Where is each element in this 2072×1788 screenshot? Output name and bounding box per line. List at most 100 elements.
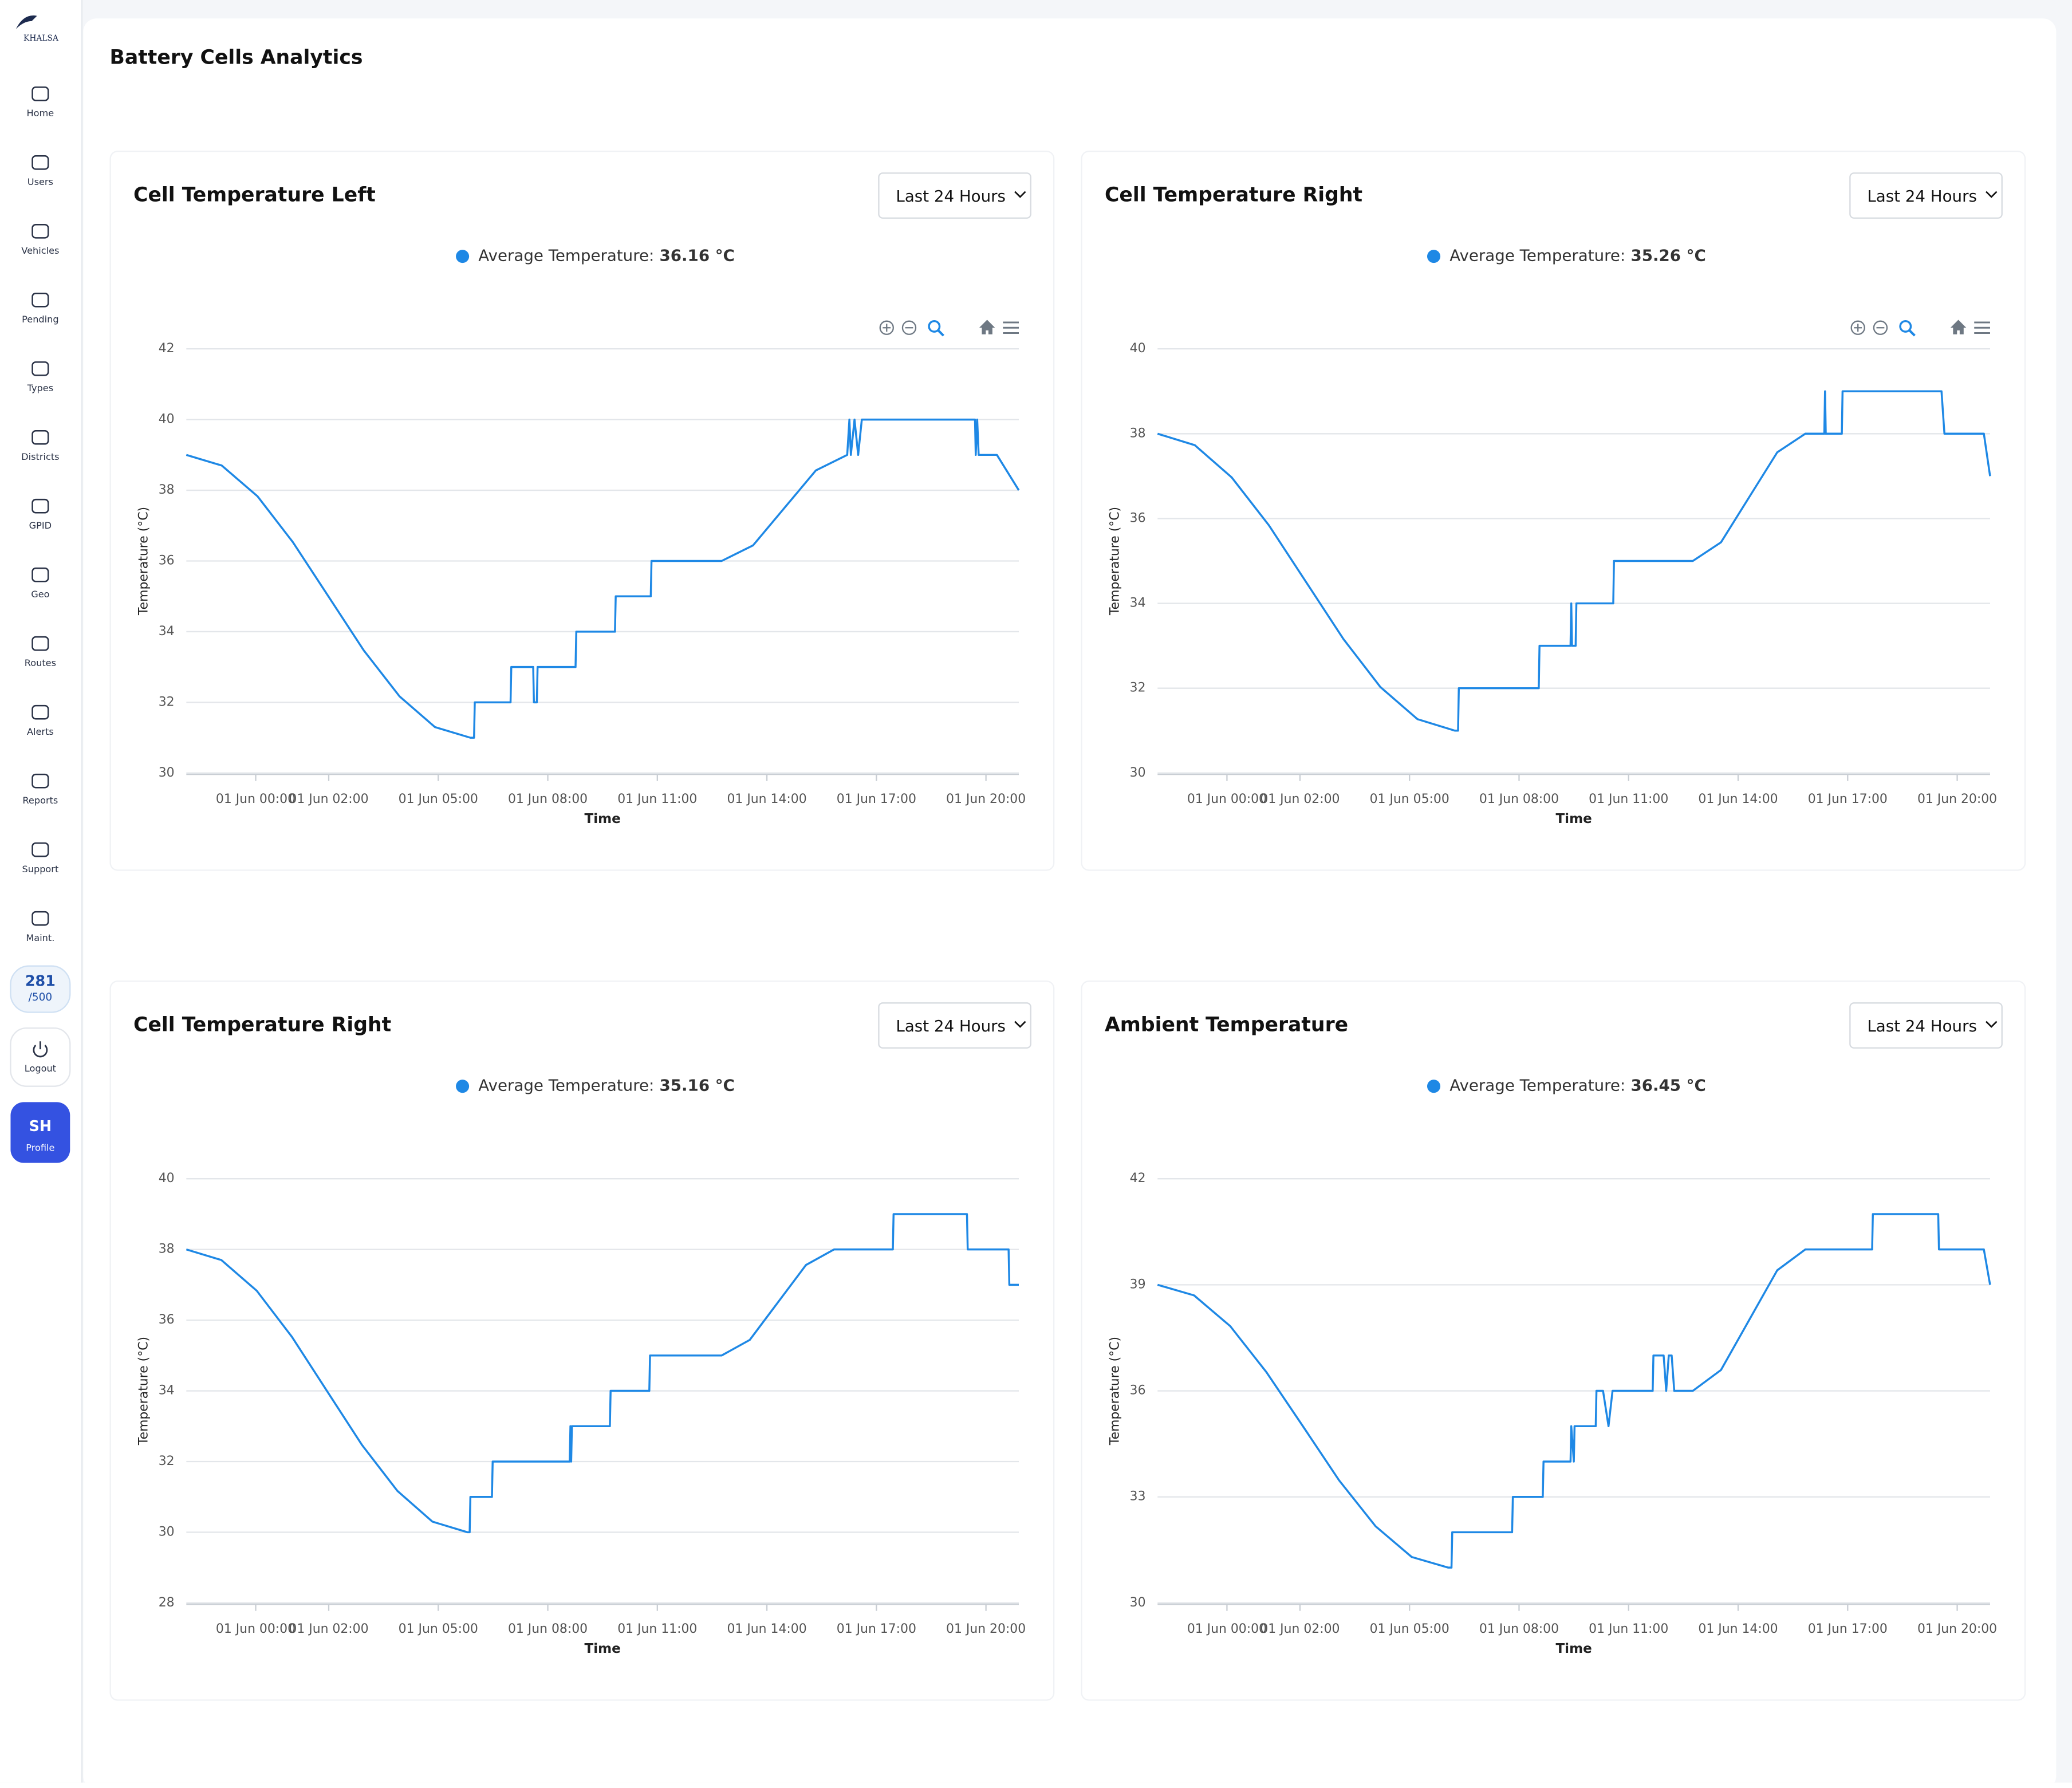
y-axis-title: Temperature (°C) <box>1108 1337 1122 1446</box>
chart-toolbar[interactable] <box>1850 320 1990 337</box>
chart-title: Cell Temperature Right <box>1105 183 1362 206</box>
x-tick-label: 01 Jun 08:00 <box>508 792 588 806</box>
y-axis-title: Temperature (°C) <box>137 507 151 616</box>
zoom-select-handle <box>937 329 944 337</box>
x-tick-label: 01 Jun 20:00 <box>946 792 1026 806</box>
nav-icon <box>31 292 49 308</box>
nav-item[interactable]: Routes <box>25 636 56 668</box>
y-axis-title: Temperature (°C) <box>137 1337 151 1446</box>
y-axis-title: Temperature (°C) <box>1108 507 1122 616</box>
y-tick-label: 30 <box>159 1525 175 1539</box>
range-select[interactable] <box>878 172 1031 219</box>
nav-item[interactable]: Maint. <box>26 911 54 943</box>
nav-label[interactable]: Support <box>22 864 58 875</box>
zoom-out[interactable] <box>1873 320 1888 335</box>
chart-title: Cell Temperature Left <box>133 183 376 206</box>
zoom-select[interactable] <box>928 320 941 333</box>
x-tick-label: 01 Jun 11:00 <box>617 1622 697 1636</box>
range-select[interactable] <box>1849 172 2003 219</box>
data-line <box>1157 390 1991 732</box>
nav-label[interactable]: Districts <box>21 451 59 462</box>
nav-item[interactable]: GPID <box>29 498 52 531</box>
reset-home[interactable] <box>1950 320 1967 334</box>
y-tick-label: 36 <box>159 553 175 568</box>
x-tick-label: 01 Jun 02:00 <box>1260 792 1340 806</box>
profile-button[interactable] <box>10 1102 70 1163</box>
data-line <box>186 1213 1019 1534</box>
nav-label[interactable]: Reports <box>22 795 58 806</box>
range-select-label[interactable]: Last 24 Hours <box>896 187 1006 206</box>
legend-dot <box>1427 250 1441 263</box>
range-select-label[interactable]: Last 24 Hours <box>1867 187 1977 206</box>
profile-initials: SH <box>29 1117 52 1135</box>
nav-icon <box>31 773 49 789</box>
nav-item[interactable]: Types <box>27 361 53 393</box>
range-select-label[interactable]: Last 24 Hours <box>1867 1017 1977 1035</box>
x-tick-label: 01 Jun 02:00 <box>1260 1622 1340 1636</box>
legend-value: 35.16 °C <box>660 1076 735 1095</box>
quota-box <box>10 965 71 1013</box>
zoom-in[interactable] <box>1850 320 1865 335</box>
chart-panel: Cell Temperature Left Last 24 Hours Averag… <box>111 152 1053 870</box>
nav-label[interactable]: GPID <box>29 520 52 531</box>
nav-label[interactable]: Types <box>27 383 53 393</box>
y-tick-label: 36 <box>1130 511 1146 525</box>
legend-dot <box>456 250 470 263</box>
nav-label[interactable]: Users <box>27 176 53 187</box>
x-tick-label: 01 Jun 11:00 <box>617 792 697 806</box>
range-select[interactable] <box>878 1002 1031 1049</box>
x-tick-label: 01 Jun 08:00 <box>1479 1622 1559 1636</box>
x-tick-label: 01 Jun 20:00 <box>1917 1622 1997 1636</box>
chevron <box>1986 191 1998 198</box>
nav-icon <box>31 911 49 926</box>
chart-panel: Ambient Temperature Last 24 Hours Average … <box>1082 982 2024 1700</box>
logout-label[interactable]: Logout <box>25 1063 56 1074</box>
nav-item[interactable]: Alerts <box>27 704 54 737</box>
nav-item[interactable]: Districts <box>21 430 60 462</box>
menu[interactable] <box>1974 321 1990 334</box>
nav-label[interactable]: Vehicles <box>21 245 59 256</box>
nav-icon <box>31 498 49 514</box>
y-tick-label: 38 <box>1130 426 1146 440</box>
x-tick-label: 01 Jun 17:00 <box>1808 792 1888 806</box>
range-select-label[interactable]: Last 24 Hours <box>896 1017 1006 1035</box>
nav-item[interactable]: Geo <box>31 567 50 600</box>
x-axis-title: Time <box>1555 1641 1592 1656</box>
zoom-select[interactable] <box>1899 320 1912 333</box>
reset-home[interactable] <box>979 320 995 334</box>
nav-item[interactable]: Pending <box>22 292 59 325</box>
y-tick-label: 30 <box>1130 1596 1146 1610</box>
x-tick-label: 01 Jun 08:00 <box>1479 792 1559 806</box>
nav-item[interactable]: Reports <box>22 773 58 806</box>
chart-panel: Cell Temperature Right Last 24 Hours Avera… <box>111 982 1053 1700</box>
zoom-in[interactable] <box>879 320 894 335</box>
nav-item[interactable]: Home <box>27 86 54 119</box>
menu[interactable] <box>1003 321 1019 334</box>
chart-toolbar[interactable] <box>879 320 1019 337</box>
nav-item[interactable]: Vehicles <box>21 223 59 256</box>
nav-label[interactable]: Home <box>27 108 54 119</box>
range-select[interactable] <box>1849 1002 2003 1049</box>
nav-label[interactable]: Maint. <box>26 932 54 943</box>
y-tick-label: 34 <box>159 1384 175 1398</box>
nav-label[interactable]: Geo <box>31 589 49 600</box>
logo-text: KHALSA <box>23 34 59 43</box>
nav-item[interactable]: Users <box>27 155 53 187</box>
nav-label[interactable]: Alerts <box>27 726 54 737</box>
legend-text: Average Temperature: 36.45 °C <box>1449 1076 1706 1095</box>
nav-label[interactable]: Pending <box>22 314 59 325</box>
x-tick-label: 01 Jun 14:00 <box>1698 1622 1778 1636</box>
x-tick-label: 01 Jun 05:00 <box>1370 792 1449 806</box>
zoom-out[interactable] <box>901 320 917 335</box>
x-axis-title: Time <box>585 1641 621 1656</box>
legend-text: Average Temperature: 35.16 °C <box>478 1076 735 1095</box>
y-tick-label: 32 <box>1130 681 1146 695</box>
profile-label[interactable]: Profile <box>26 1143 54 1153</box>
quota-total: /500 <box>29 991 52 1003</box>
legend-text: Average Temperature: 35.26 °C <box>1449 246 1706 265</box>
nav-item[interactable]: Support <box>22 842 58 875</box>
nav-icon <box>31 567 49 582</box>
y-tick-label: 30 <box>159 766 175 780</box>
nav-label[interactable]: Routes <box>25 657 56 668</box>
y-tick-label: 38 <box>159 1242 175 1257</box>
